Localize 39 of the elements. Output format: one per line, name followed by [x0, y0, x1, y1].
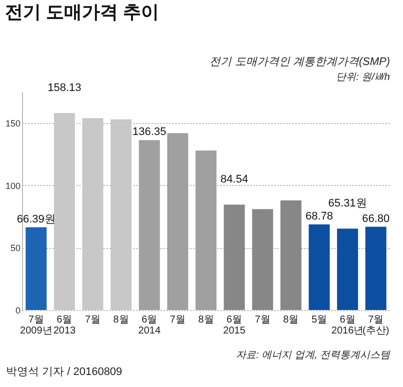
data-label: 84.54 — [220, 174, 248, 186]
x-tick-label: 7월 (추산) — [362, 314, 390, 336]
text: 전기 도매가격인 계통한계가격(SMP) — [210, 56, 390, 68]
x-tick-label: 7월 2009년 — [20, 314, 52, 336]
bar — [54, 113, 75, 310]
data-label: 68.78 — [305, 210, 333, 222]
data-label: 66.80 — [362, 212, 390, 225]
y-tick-label: 50 — [10, 243, 20, 254]
bar — [252, 209, 274, 310]
x-tick-label: 6월 2015 — [223, 314, 246, 336]
data-label: 65.31원 — [328, 198, 367, 210]
text: 자료: 에너지 업계, 전력통계시스템 — [236, 350, 391, 361]
y-tick-label: 100 — [5, 180, 20, 191]
data-label: 66.39원 — [16, 213, 56, 226]
bar — [224, 204, 245, 310]
bar — [308, 224, 330, 310]
bar — [82, 118, 104, 310]
x-tick-label: 8월 — [198, 314, 214, 326]
bar — [26, 227, 47, 310]
data-label: 136.35 — [132, 126, 166, 138]
chart-title: 전기 도매가격 추이 — [4, 2, 159, 22]
x-tick-label: 6월 2013 — [53, 314, 76, 336]
y-tick-label: 0 — [15, 306, 20, 316]
x-tick-label: 7월 — [170, 314, 186, 326]
bar — [365, 226, 386, 310]
data-label: 158.13 — [48, 82, 82, 94]
y-tick-label: 150 — [5, 118, 20, 129]
bar — [280, 200, 302, 310]
text: 단위: 원/㎾h — [336, 72, 390, 83]
x-tick-label: 8월 — [113, 314, 129, 326]
x-tick-label: 7월 — [254, 314, 270, 326]
x-tick-label: 6월 2014 — [138, 314, 161, 336]
x-tick-label: 5월 — [311, 314, 328, 326]
bar — [110, 119, 132, 310]
text: 박영석 기자 / 20160809 — [6, 366, 122, 378]
x-tick-label: 7월 — [84, 314, 101, 326]
bar — [337, 228, 358, 310]
x-tick-label: 6월 2016년 — [331, 314, 364, 336]
x-tick-label: 8월 — [283, 314, 299, 326]
